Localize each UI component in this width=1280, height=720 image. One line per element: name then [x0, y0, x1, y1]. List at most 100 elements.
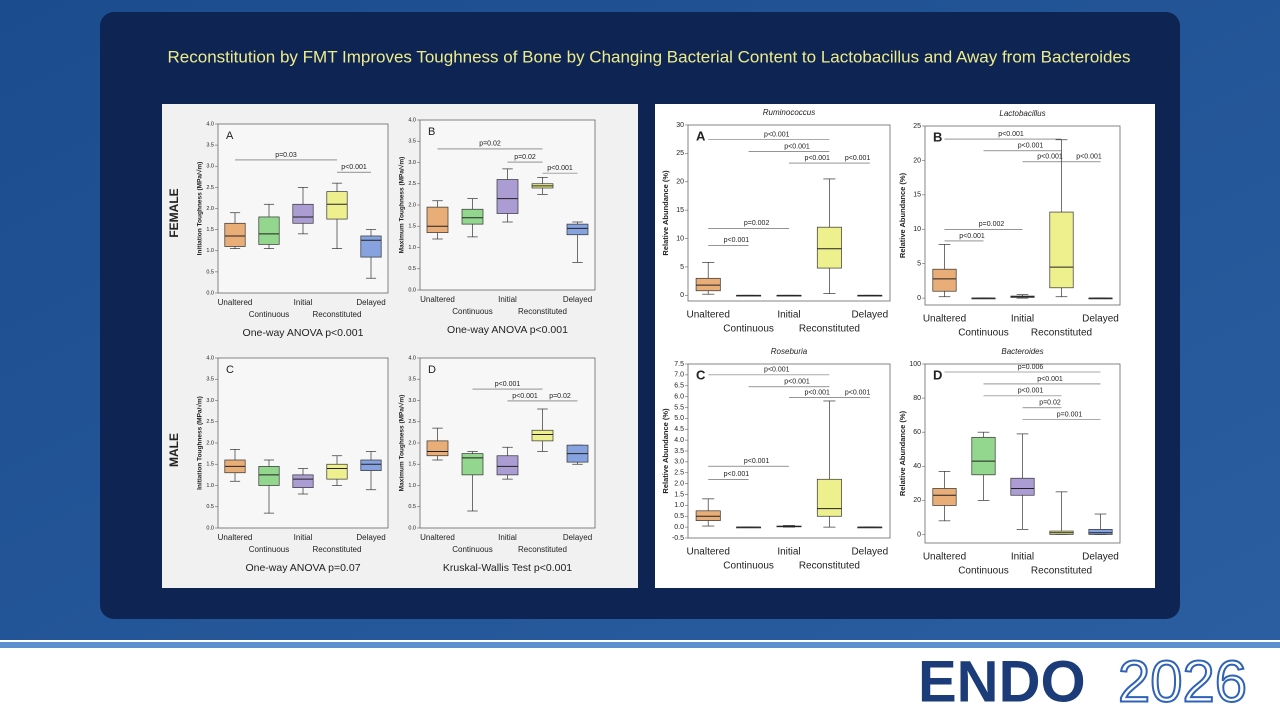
box: [816, 478, 842, 517]
box: [292, 203, 314, 224]
x-tick-label: Unaltered: [420, 533, 455, 542]
x-tick-label: Continuous: [452, 307, 492, 316]
y-tick-label: -0.5: [672, 535, 684, 542]
y-tick-label: 3.0: [408, 160, 416, 166]
significance-label: p=0.03: [275, 152, 297, 159]
panel-letter: A: [696, 128, 706, 143]
significance-label: p<0.001: [724, 471, 750, 478]
y-tick-label: 0.0: [674, 524, 684, 531]
y-tick-label: 20: [676, 179, 684, 186]
box: [566, 223, 589, 236]
x-tick-label: Initial: [498, 295, 517, 304]
significance-label: p<0.001: [998, 131, 1024, 138]
x-tick-label: Initial: [498, 533, 517, 542]
plot-frame: [419, 357, 596, 529]
x-tick-label: Delayed: [1082, 314, 1119, 325]
test-note: One-way ANOVA p<0.001: [447, 324, 568, 336]
box: [461, 208, 484, 225]
x-tick-label: Reconstituted: [518, 307, 567, 316]
y-tick-label: 3.0: [206, 164, 214, 170]
y-tick-label: 2.5: [206, 185, 214, 191]
y-tick-label: 10: [913, 226, 921, 233]
significance-label: p=0.002: [979, 221, 1005, 228]
box: [971, 436, 996, 476]
y-axis-label: Initiation Toughness (MPa/√m): [196, 396, 204, 490]
x-tick-label: Unaltered: [687, 547, 730, 558]
x-tick-label: Delayed: [356, 533, 385, 542]
box: [326, 463, 348, 480]
box: [224, 222, 246, 247]
x-tick-label: Delayed: [851, 547, 888, 558]
y-tick-label: 100: [909, 361, 921, 368]
y-tick-label: 20: [913, 497, 921, 504]
panel-letter: B: [933, 129, 942, 144]
significance-label: p<0.001: [744, 458, 770, 465]
x-tick-label: Delayed: [356, 298, 385, 307]
x-tick-label: Continuous: [249, 545, 289, 554]
y-tick-label: 1.0: [408, 483, 416, 489]
y-tick-label: 1.5: [408, 224, 416, 230]
chart-title: Ruminococcus: [763, 108, 815, 117]
x-tick-label: Initial: [777, 547, 800, 558]
y-tick-label: 0.5: [206, 269, 214, 275]
panel-letter: B: [428, 126, 435, 138]
y-tick-label: 3.5: [408, 139, 416, 145]
y-tick-label: 60: [913, 429, 921, 436]
panel-letter: D: [428, 364, 436, 376]
x-tick-label: Initial: [294, 533, 313, 542]
x-tick-label: Delayed: [563, 533, 592, 542]
y-tick-label: 0: [917, 295, 921, 302]
x-tick-label: Unaltered: [420, 295, 455, 304]
significance-label: p=0.006: [1018, 364, 1044, 371]
box: [426, 440, 449, 457]
y-tick-label: 5: [917, 261, 921, 268]
x-tick-label: Reconstituted: [799, 324, 860, 335]
y-tick-label: 1.5: [674, 491, 684, 498]
box: [360, 459, 382, 471]
significance-label: p<0.001: [959, 233, 985, 240]
significance-label: p=0.02: [1039, 400, 1061, 407]
y-tick-label: 0.5: [206, 504, 214, 510]
box: [932, 268, 957, 292]
x-tick-label: Unaltered: [218, 533, 253, 542]
y-tick-label: 5.0: [674, 415, 684, 422]
box: [258, 216, 280, 245]
plot-frame: [687, 363, 891, 539]
significance-label: p<0.001: [341, 164, 367, 171]
y-tick-label: 1.5: [206, 227, 214, 233]
footer-stripe: [0, 642, 1280, 648]
y-tick-label: 0.5: [674, 513, 684, 520]
y-tick-label: 30: [676, 122, 684, 129]
box: [360, 235, 382, 258]
y-tick-label: 3.0: [206, 398, 214, 404]
x-tick-label: Continuous: [723, 324, 774, 335]
y-tick-label: 40: [913, 463, 921, 470]
box: [461, 453, 484, 476]
y-axis-label: Maximum Toughness (MPa/√m): [398, 395, 406, 492]
y-tick-label: 20: [913, 157, 921, 164]
y-tick-label: 5.5: [674, 404, 684, 411]
box: [1010, 477, 1035, 496]
y-tick-label: 2.5: [206, 419, 214, 425]
y-tick-label: 2.0: [674, 480, 684, 487]
box: [695, 510, 721, 521]
plot-frame: [687, 124, 891, 302]
significance-label: p<0.001: [845, 155, 871, 162]
slide-title: Reconstitution by FMT Improves Toughness…: [168, 47, 1131, 66]
box: [258, 466, 280, 486]
significance-label: p<0.001: [784, 379, 810, 386]
x-tick-label: Reconstituted: [313, 545, 362, 554]
x-tick-label: Continuous: [723, 561, 774, 572]
plot-frame: [924, 125, 1121, 306]
y-tick-label: 2.0: [408, 202, 416, 208]
logo-year: 2026: [1118, 649, 1247, 714]
footer-band: [0, 640, 1280, 720]
y-tick-label: 5: [680, 264, 684, 271]
x-tick-label: Continuous: [452, 545, 492, 554]
y-tick-label: 3.0: [674, 459, 684, 466]
significance-label: p<0.001: [1037, 376, 1063, 383]
test-note: One-way ANOVA p<0.001: [243, 327, 364, 339]
y-axis-label: Initiation Toughness (MPa/√m): [196, 162, 204, 256]
x-tick-label: Reconstituted: [1031, 328, 1092, 339]
